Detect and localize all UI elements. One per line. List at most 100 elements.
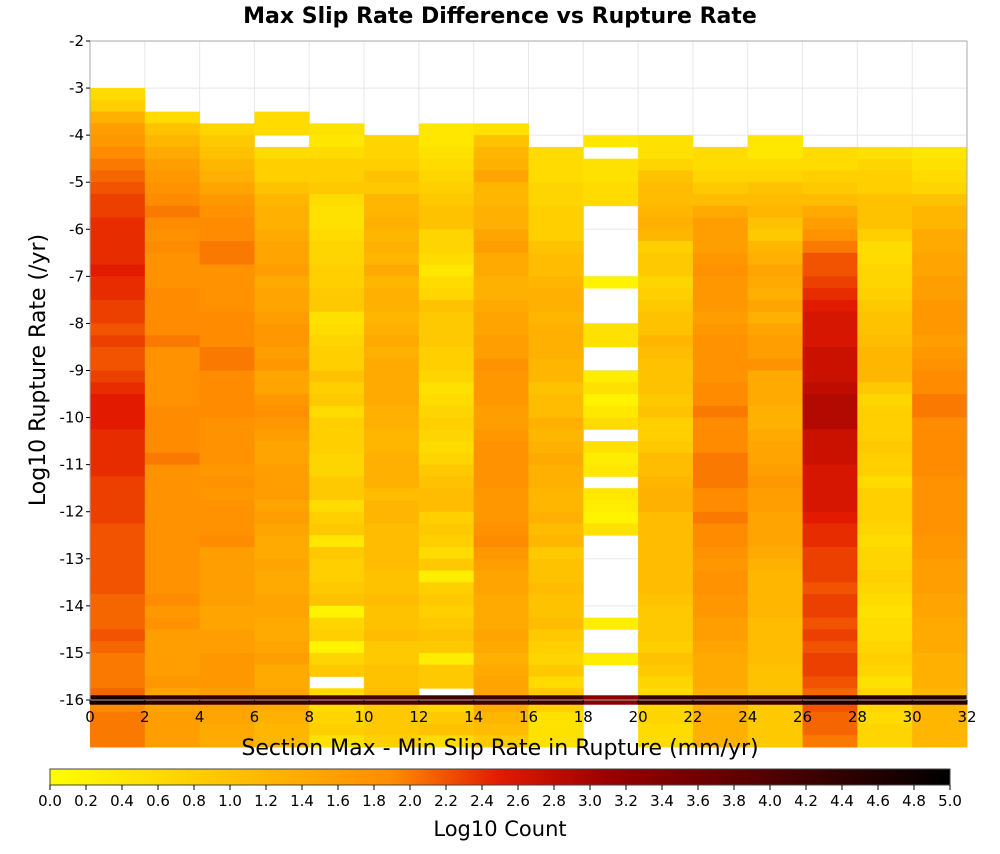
heatmap-cell: [692, 394, 749, 407]
heatmap-cell: [473, 217, 529, 230]
y-tick-label: -14: [60, 597, 85, 615]
heatmap-cell: [90, 123, 146, 136]
heatmap-cell: [857, 346, 913, 360]
heatmap-cell: [473, 335, 529, 348]
heatmap-cell: [90, 335, 146, 348]
heatmap-cell: [857, 252, 913, 265]
x-tick-label: 32: [957, 708, 976, 726]
x-tick-label: 22: [683, 708, 702, 726]
heatmap-cell: [418, 346, 475, 360]
heatmap-cell: [364, 335, 420, 348]
heatmap-cell: [254, 547, 310, 560]
heatmap-cell: [528, 499, 584, 513]
heatmap-cell: [912, 252, 968, 265]
heatmap-cell: [418, 723, 475, 736]
heatmap-cell: [254, 170, 310, 183]
heatmap-cell: [583, 405, 639, 418]
heatmap-cell: [144, 511, 201, 524]
heatmap-cell: [254, 252, 310, 265]
heatmap-cell: [364, 276, 420, 289]
heatmap-cell: [418, 182, 475, 195]
heatmap-cell: [254, 488, 310, 501]
heatmap-cell: [857, 429, 913, 442]
x-tick-label: 16: [519, 708, 538, 726]
heatmap-cell: [364, 299, 420, 313]
heatmap-cell: [254, 111, 310, 124]
heatmap-cell: [418, 123, 475, 136]
heatmap-cell: [747, 629, 803, 642]
heatmap-cell: [912, 464, 968, 477]
heatmap-cell: [747, 276, 803, 289]
heatmap-cell: [364, 441, 420, 454]
heatmap-cell: [857, 523, 913, 536]
heatmap-cell: [528, 547, 584, 560]
heatmap-cell: [309, 264, 365, 277]
heatmap-cell: [254, 382, 310, 395]
heatmap-cell: [199, 464, 255, 477]
heatmap-cell: [144, 311, 201, 324]
heatmap-cell: [309, 629, 365, 642]
heatmap-cell: [692, 358, 749, 371]
heatmap-cell: [802, 170, 858, 183]
heatmap-cell: [418, 193, 475, 207]
heatmap-cell: [254, 535, 310, 548]
heatmap-cell: [309, 723, 365, 736]
heatmap-cell: [90, 264, 146, 277]
heatmap-cell: [692, 335, 749, 348]
heatmap-cell: [528, 229, 584, 242]
heatmap-cell: [309, 441, 365, 454]
heatmap-cell: [309, 288, 365, 301]
heatmap-cell: [912, 664, 968, 677]
heatmap-cell: [418, 241, 475, 254]
heatmap-cell: [364, 205, 420, 218]
y-tick-label: -13: [60, 550, 85, 568]
heatmap-cell: [254, 723, 310, 736]
colorbar: [49, 768, 951, 786]
heatmap-cell: [144, 111, 201, 124]
heatmap-cell: [90, 582, 146, 595]
heatmap-cell: [638, 276, 694, 289]
colorbar-tick-label: 3.6: [686, 792, 710, 810]
heatmap-cell: [364, 511, 420, 524]
heatmap-cell: [528, 476, 584, 489]
heatmap-cell: [144, 711, 201, 724]
heatmap-cell: [364, 417, 420, 430]
heatmap-cell: [254, 617, 310, 630]
colorbar-tick-label: 4.2: [794, 792, 818, 810]
heatmap-cell: [254, 288, 310, 301]
heatmap-cell: [857, 652, 913, 666]
heatmap-cell: [199, 288, 255, 301]
heatmap-cell: [692, 723, 749, 736]
heatmap-cell: [528, 652, 584, 666]
heatmap-cell: [473, 452, 529, 466]
y-tick-label: -16: [60, 691, 85, 709]
heatmap-cell: [364, 358, 420, 371]
heatmap-cell: [638, 605, 694, 619]
heatmap-cell: [912, 205, 968, 218]
heatmap-cell: [364, 382, 420, 395]
heatmap-cell: [857, 335, 913, 348]
heatmap-cell: [747, 499, 803, 513]
heatmap-cell: [802, 252, 858, 265]
heatmap-cell: [364, 370, 420, 383]
heatmap-cell: [473, 429, 529, 442]
heatmap-cell: [473, 135, 529, 148]
heatmap-cell: [912, 170, 968, 183]
heatmap-cell: [90, 193, 146, 207]
heatmap-cell: [473, 629, 529, 642]
heatmap-cell: [309, 123, 365, 136]
heatmap-cell: [857, 735, 913, 748]
heatmap-cell: [309, 594, 365, 607]
heatmap-cell: [473, 511, 529, 524]
heatmap-cell: [199, 723, 255, 736]
heatmap-cell: [144, 229, 201, 242]
heatmap-cell: [638, 429, 694, 442]
heatmap-cell: [144, 499, 201, 513]
heatmap-cell: [90, 452, 146, 466]
heatmap-cell: [802, 629, 858, 642]
heatmap-cell: [254, 476, 310, 489]
heatmap-cell: [692, 735, 749, 748]
heatmap-cell: [857, 299, 913, 313]
